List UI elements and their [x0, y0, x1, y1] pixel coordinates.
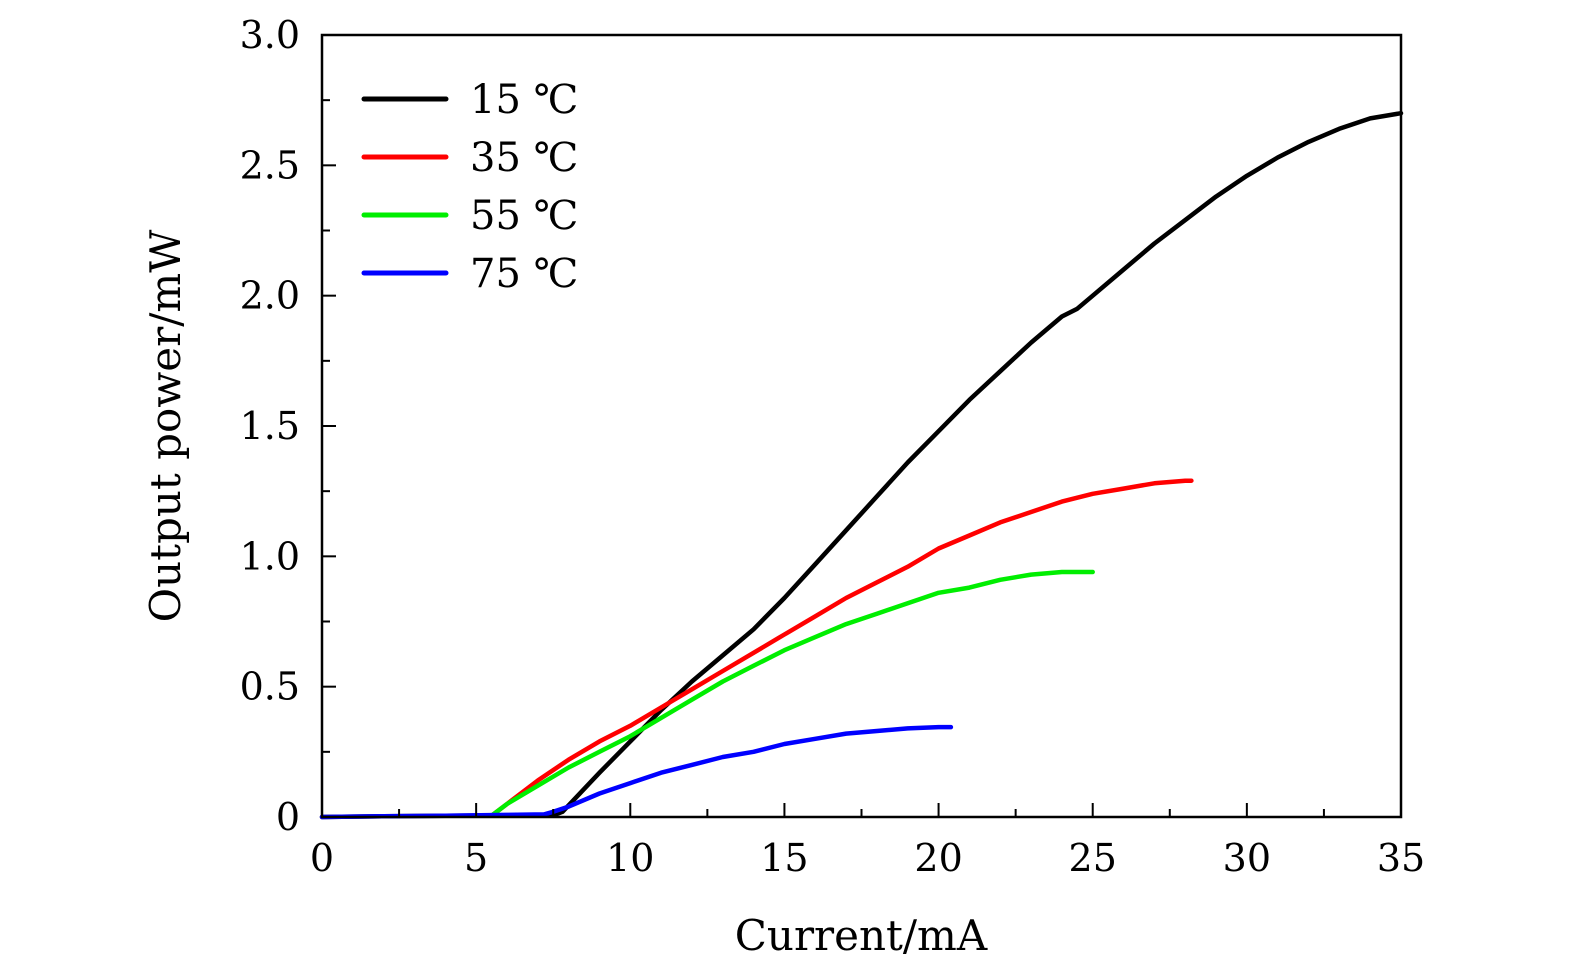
x-tick-label: 35: [1377, 836, 1425, 880]
y-axis-title: Output power/mW: [141, 229, 190, 623]
ticks-layer: [321, 34, 1402, 818]
tick-labels-layer: 0 5 10 15 20 25 30 35 0 0.5 1.0 1.5 2.0 2.5 3.0: [240, 13, 1426, 880]
y-tick-label: 0.5: [240, 665, 300, 709]
series-line-0: [319, 110, 1404, 820]
legend-label-2: 55 ℃: [470, 193, 578, 239]
x-tick-label: 20: [914, 836, 962, 880]
y-tick-label: 2.0: [240, 274, 300, 318]
series-line-2: [489, 569, 1095, 818]
x-tick-label: 0: [310, 836, 334, 880]
series-line-3: [319, 724, 954, 820]
x-axis-title: Current/mA: [735, 911, 988, 960]
y-tick-label: 2.5: [240, 143, 300, 187]
x-tick-label: 5: [464, 836, 488, 880]
y-tick-label: 3.0: [240, 13, 300, 57]
x-tick-label: 15: [760, 836, 808, 880]
x-tick-label: 10: [606, 836, 654, 880]
y-tick-label: 1.5: [240, 404, 300, 448]
legend-label-3: 75 ℃: [470, 251, 578, 297]
series-layer: [319, 110, 1404, 820]
y-tick-label: 0: [276, 795, 300, 839]
legend-label-1: 35 ℃: [470, 135, 578, 181]
x-tick-label: 30: [1223, 836, 1271, 880]
series-line-1: [489, 478, 1194, 818]
legend: 15 ℃ 35 ℃ 55 ℃ 75 ℃: [361, 77, 578, 297]
y-tick-label: 1.0: [240, 534, 300, 578]
x-tick-label: 25: [1069, 836, 1117, 880]
legend-label-0: 15 ℃: [470, 77, 578, 123]
